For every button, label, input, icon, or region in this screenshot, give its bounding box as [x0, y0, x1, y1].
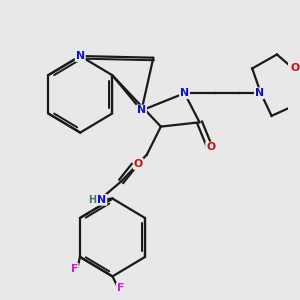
- Text: N: N: [180, 88, 189, 98]
- Text: N: N: [97, 195, 106, 205]
- Text: N: N: [76, 51, 85, 61]
- Text: F: F: [117, 283, 124, 293]
- Text: O: O: [291, 64, 300, 74]
- Text: O: O: [134, 159, 143, 169]
- Text: N: N: [137, 106, 146, 116]
- Text: N: N: [255, 88, 264, 98]
- Text: O: O: [206, 142, 215, 152]
- Text: H: H: [88, 195, 97, 205]
- Text: F: F: [70, 264, 78, 274]
